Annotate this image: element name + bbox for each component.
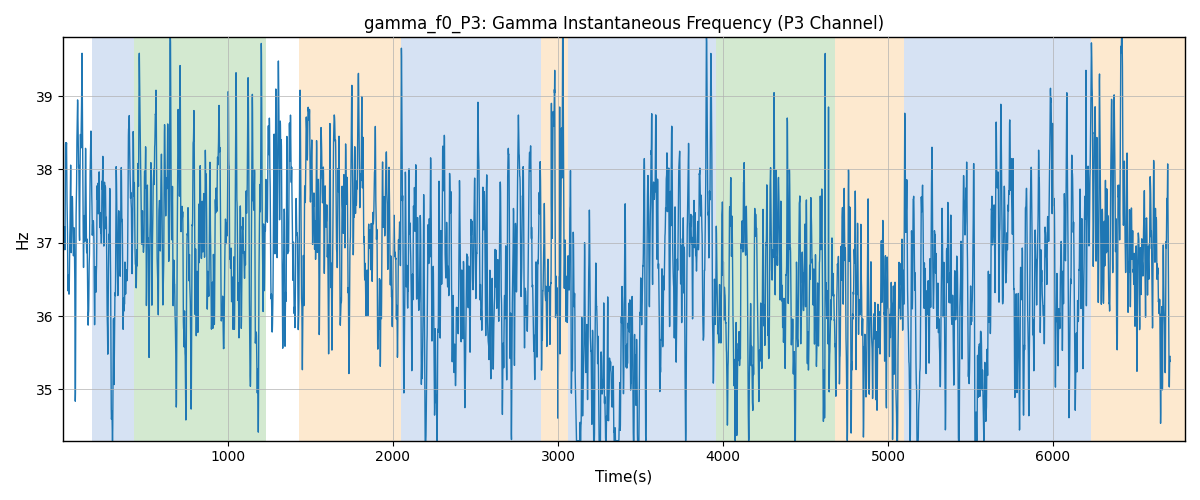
Bar xyxy=(541,38,568,440)
Y-axis label: Hz: Hz xyxy=(16,230,30,249)
Bar xyxy=(91,38,134,440)
Bar xyxy=(835,38,905,440)
X-axis label: Time(s): Time(s) xyxy=(595,470,653,485)
Title: gamma_f0_P3: Gamma Instantaneous Frequency (P3 Channel): gamma_f0_P3: Gamma Instantaneous Frequen… xyxy=(364,15,884,34)
Bar xyxy=(1091,38,1186,440)
Bar xyxy=(568,38,694,440)
Bar xyxy=(694,38,716,440)
Bar xyxy=(134,38,266,440)
Bar xyxy=(299,38,401,440)
Bar xyxy=(905,38,1063,440)
Bar xyxy=(401,38,541,440)
Bar xyxy=(716,38,835,440)
Bar xyxy=(1063,38,1091,440)
